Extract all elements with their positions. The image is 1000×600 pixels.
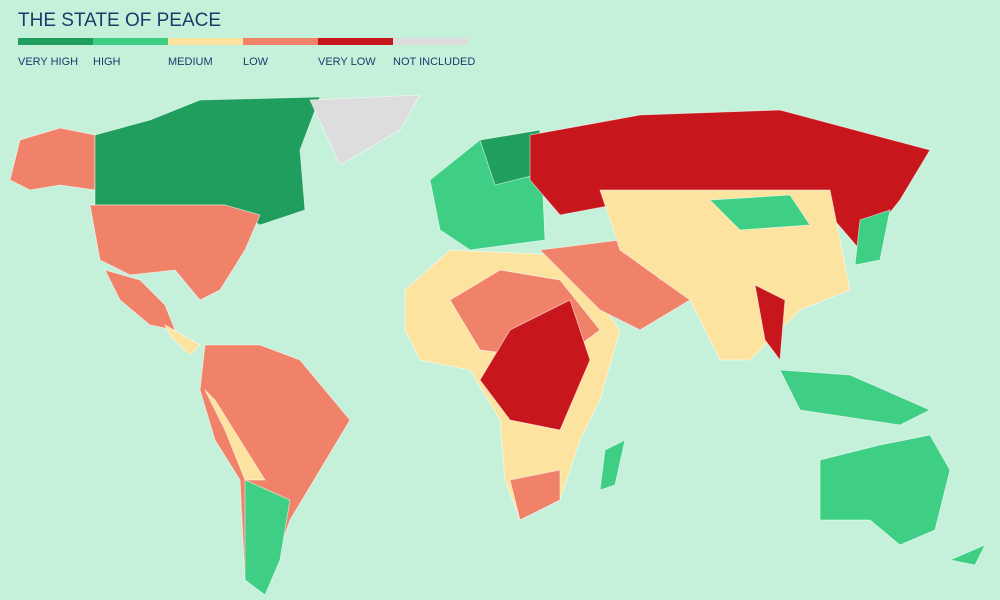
southern-cone bbox=[244, 479, 291, 596]
legend-swatch bbox=[168, 38, 243, 45]
legend-swatch bbox=[93, 38, 168, 45]
australia bbox=[819, 434, 951, 546]
southeast-asia bbox=[779, 369, 931, 426]
asia bbox=[599, 189, 851, 361]
legend-label: VERY LOW bbox=[318, 56, 376, 68]
madagascar bbox=[599, 439, 626, 491]
title: THE STATE OF PEACE bbox=[18, 10, 221, 31]
legend-label: VERY HIGH bbox=[18, 56, 78, 68]
legend-label: MEDIUM bbox=[168, 56, 213, 68]
legend-swatch bbox=[393, 38, 468, 45]
usa bbox=[89, 204, 261, 301]
legend-swatch bbox=[18, 38, 93, 45]
greenland bbox=[309, 94, 421, 166]
legend-swatch bbox=[318, 38, 393, 45]
world-map bbox=[9, 94, 986, 596]
mongolia bbox=[709, 194, 811, 231]
legend-label: HIGH bbox=[93, 56, 121, 68]
myanmar bbox=[754, 284, 786, 362]
legend-swatch bbox=[243, 38, 318, 45]
southern-africa bbox=[509, 469, 561, 521]
central-africa bbox=[479, 299, 591, 431]
legend-label: LOW bbox=[243, 56, 269, 68]
andes bbox=[204, 389, 266, 481]
central-america bbox=[163, 323, 201, 356]
legend: VERY HIGH HIGH MEDIUM LOW VERY LOW NOT INCLUD… bbox=[18, 38, 475, 68]
new-zealand bbox=[948, 544, 986, 566]
legend-label: NOT INCLUDED bbox=[393, 56, 475, 68]
mexico bbox=[104, 269, 176, 331]
japan bbox=[854, 209, 891, 266]
